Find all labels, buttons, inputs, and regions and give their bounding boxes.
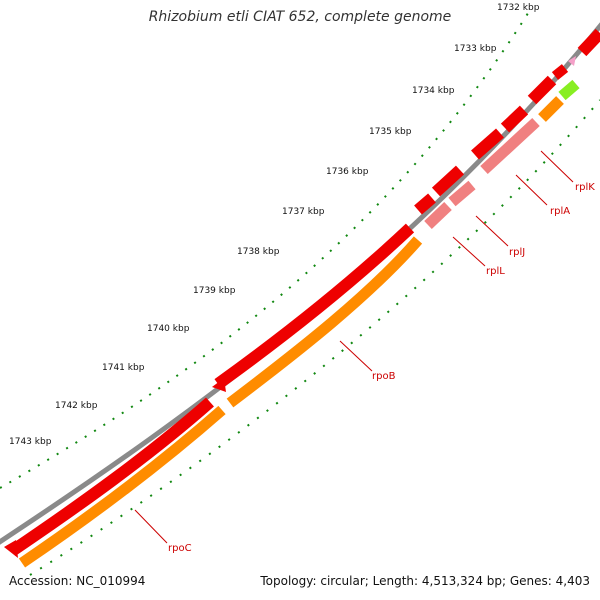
cds-rpob bbox=[214, 223, 415, 389]
gene-label-rplj: rplJ bbox=[509, 247, 525, 258]
ruler-label-1741: 1741 kbp bbox=[102, 363, 145, 373]
rna-rpoc bbox=[18, 405, 226, 568]
genome-backbone bbox=[0, 22, 600, 545]
rna-rpla bbox=[480, 117, 540, 175]
leader-rplj bbox=[475, 215, 509, 247]
ruler-label-1735: 1735 kbp bbox=[369, 127, 412, 137]
rna-orange-upper bbox=[538, 96, 564, 122]
cds-nuse bbox=[527, 75, 557, 105]
accession-text: Accession: NC_010994 bbox=[9, 574, 146, 588]
cds-rplj bbox=[431, 165, 465, 197]
rna-green bbox=[558, 79, 580, 101]
leader-rpob bbox=[339, 340, 373, 372]
gene-label-rpll: rplL bbox=[486, 266, 505, 277]
ruler-label-1732: 1732 kbp bbox=[497, 3, 540, 13]
rna-rpll bbox=[424, 202, 452, 229]
rna-rpob bbox=[226, 236, 423, 408]
ruler-label-1743: 1743 kbp bbox=[9, 437, 52, 447]
rna-rplj bbox=[448, 180, 476, 207]
outer-ruler-dots bbox=[0, 9, 531, 489]
leader-rplk bbox=[540, 150, 574, 183]
cds-rpoc bbox=[8, 397, 214, 556]
gene-label-rpla: rplA bbox=[550, 206, 570, 217]
cds-rpoc-arrowhead bbox=[4, 540, 18, 558]
cds-rplk bbox=[500, 105, 529, 133]
cds-rpll bbox=[414, 193, 436, 215]
gene-label-rpoc: rpoC bbox=[168, 543, 192, 554]
ruler-label-1736: 1736 kbp bbox=[326, 167, 369, 177]
ruler-label-1737: 1737 kbp bbox=[282, 207, 325, 217]
cds-rpob-arrowhead bbox=[212, 378, 226, 392]
leader-rpll bbox=[452, 236, 486, 267]
cds-top-right bbox=[577, 28, 600, 57]
ruler-label-1734: 1734 kbp bbox=[412, 86, 455, 96]
genome-summary-text: Topology: circular; Length: 4,513,324 bp… bbox=[260, 574, 590, 588]
ruler-label-1739: 1739 kbp bbox=[193, 286, 236, 296]
ruler-label-1742: 1742 kbp bbox=[55, 401, 98, 411]
ruler-label-1738: 1738 kbp bbox=[237, 247, 280, 257]
leader-rpla bbox=[515, 174, 548, 206]
inner-ruler-dots bbox=[29, 99, 600, 576]
pink-feature bbox=[568, 56, 576, 66]
ruler-label-1733: 1733 kbp bbox=[454, 44, 497, 54]
map-title: Rhizobium etli CIAT 652, complete genome bbox=[148, 9, 452, 25]
gene-label-rpob: rpoB bbox=[372, 371, 396, 382]
cds-rpla bbox=[471, 128, 504, 160]
ruler-label-1740: 1740 kbp bbox=[147, 324, 190, 334]
cds-secE bbox=[551, 64, 569, 80]
gene-label-rplk: rplK bbox=[575, 182, 595, 193]
leader-rpoc bbox=[134, 509, 168, 544]
